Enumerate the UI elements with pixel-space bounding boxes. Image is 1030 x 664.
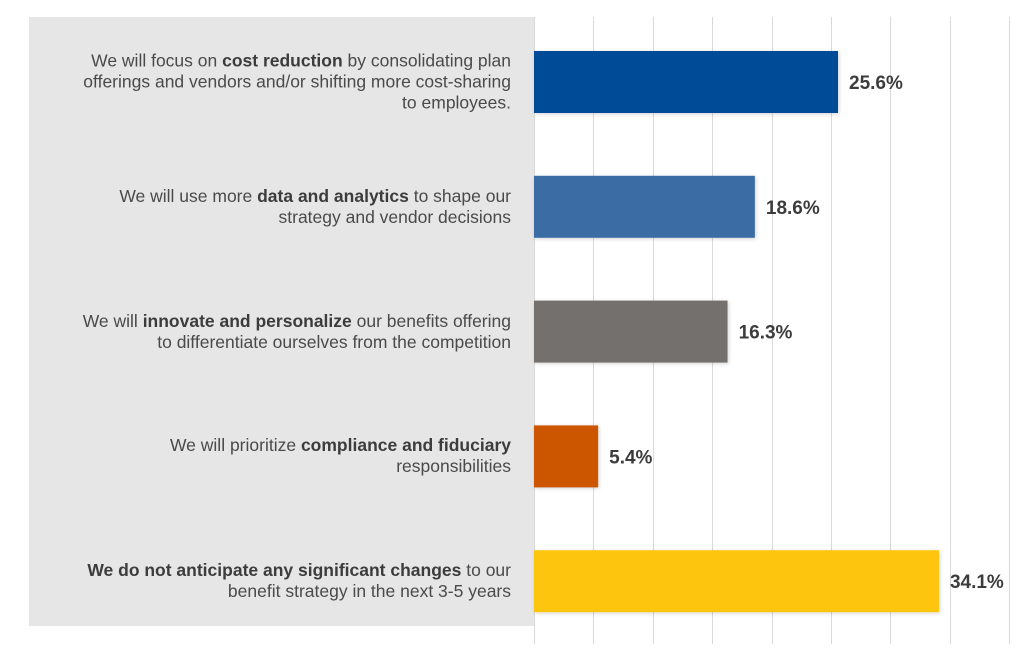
label-text: strategy and vendor decisions — [278, 206, 512, 227]
label-text: to our — [461, 560, 511, 581]
category-label-line: to differentiate ourselves from the comp… — [31, 332, 511, 353]
category-label-line: strategy and vendor decisions — [31, 206, 512, 228]
category-label-2: We will innovate and personalize our ben… — [31, 311, 511, 353]
label-text: to shape our — [408, 185, 511, 206]
category-label-1: We will use more data and analytics to s… — [31, 186, 511, 228]
bars — [534, 51, 939, 613]
category-label-line: offerings and vendors and/or shifting mo… — [31, 72, 511, 93]
emphasis-text: We do not anticipate any significant cha… — [87, 560, 462, 581]
bar-3 — [534, 425, 599, 488]
category-label-0: We will focus on cost reduction by conso… — [31, 51, 511, 114]
value-labels: 25.6% 18.6% 16.3% 5.4% 34.1% — [609, 73, 1004, 593]
category-label-3: We will prioritize compliance and fiduci… — [31, 435, 511, 477]
label-text: We will prioritize — [169, 435, 301, 456]
label-text: to differentiate ourselves from the comp… — [157, 331, 511, 352]
category-label-line: We will prioritize compliance and fiduci… — [31, 435, 511, 456]
category-label-line: to employees. — [31, 93, 511, 114]
value-label-1: 18.6% — [766, 198, 820, 219]
category-label-line: responsibilities — [31, 456, 511, 477]
emphasis-text: compliance and fiduciary — [300, 435, 511, 456]
value-label-4: 34.1% — [950, 572, 1004, 593]
label-text: to employees. — [402, 92, 511, 113]
category-label-line: benefit strategy in the next 3-5 years — [31, 581, 511, 602]
label-text: by consolidating plan — [342, 50, 511, 71]
category-label-line: We do not anticipate any significant cha… — [31, 560, 511, 581]
label-text: We will use more — [119, 185, 258, 206]
emphasis-text: innovate and personalize — [142, 310, 352, 331]
emphasis-text: data and analytics — [257, 185, 409, 206]
label-text: We will focus on — [91, 50, 223, 71]
label-text: offerings and vendors and/or shifting mo… — [83, 71, 511, 92]
bar-4 — [534, 550, 939, 613]
value-label-0: 25.6% — [849, 73, 903, 94]
label-text: responsibilities — [396, 456, 511, 477]
emphasis-text: cost reduction — [222, 50, 343, 71]
category-label-line: We will focus on cost reduction by conso… — [31, 51, 511, 72]
category-label-line: We will innovate and personalize our ben… — [31, 311, 511, 332]
value-label-2: 16.3% — [739, 323, 793, 344]
bar-1 — [534, 175, 755, 238]
category-label-4: We do not anticipate any significant cha… — [31, 560, 511, 602]
label-text: benefit strategy in the next 3-5 years — [227, 581, 511, 602]
bar-2 — [534, 300, 728, 363]
bar-0 — [534, 51, 838, 113]
label-text: our benefits offering — [351, 310, 511, 331]
category-label-panel — [29, 17, 534, 626]
category-label-line: We will use more data and analytics to s… — [31, 186, 511, 207]
value-label-3: 5.4% — [609, 447, 652, 468]
label-text: We will — [82, 310, 143, 331]
